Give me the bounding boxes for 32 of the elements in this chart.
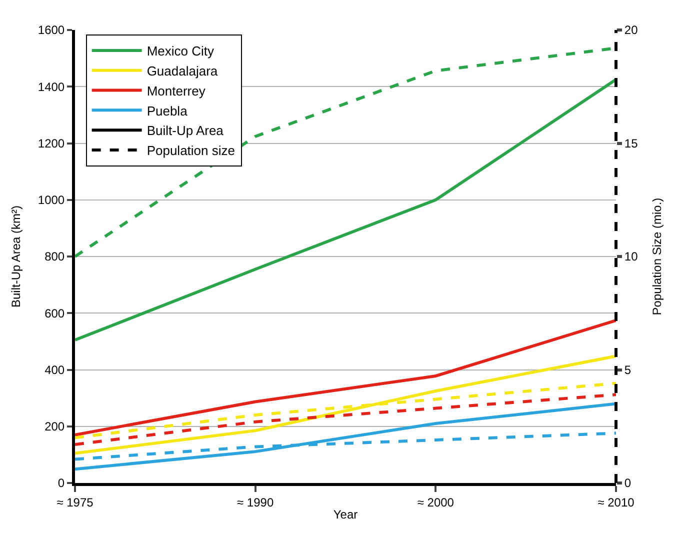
y-tick-label: 400 xyxy=(44,362,65,377)
legend-label: Built-Up Area xyxy=(146,123,224,138)
y-tick-label: 1000 xyxy=(38,193,65,208)
y-tick-label: 0 xyxy=(58,476,65,490)
legend-label: Puebla xyxy=(146,103,188,118)
legend-label: Guadalajara xyxy=(146,63,218,78)
y-tick-label: 1200 xyxy=(38,136,65,150)
x-tick-label: ≈ 1975 xyxy=(56,495,94,510)
y-axis-title: Built-Up Area (km²) xyxy=(9,205,24,308)
y2-tick-label: 20 xyxy=(624,23,638,38)
line-series xyxy=(75,393,616,446)
y-tick-label: 1600 xyxy=(38,23,65,38)
y2-tick-label: 5 xyxy=(624,362,632,377)
legend-label: Mexico City xyxy=(146,44,214,59)
line-series xyxy=(75,354,616,455)
x-tick-label: ≈ 2000 xyxy=(417,495,454,510)
y2-tick-label: 10 xyxy=(624,250,638,264)
x-tick-label: ≈ 1990 xyxy=(237,495,274,510)
line-series xyxy=(75,78,616,342)
line-series xyxy=(75,318,616,436)
y-tick-label: 200 xyxy=(44,420,65,434)
y2-tick-label: 15 xyxy=(624,136,638,150)
x-tick-label: ≈ 2010 xyxy=(598,495,635,510)
line-series xyxy=(75,402,616,471)
y-tick-label: 600 xyxy=(44,306,65,320)
x-axis-title: Year xyxy=(333,507,358,522)
y2-tick-label: 0 xyxy=(624,476,632,490)
legend-label: Monterrey xyxy=(146,83,206,98)
y2-axis-title: Population Size (mio.) xyxy=(650,198,664,316)
legend-label: Population size xyxy=(146,143,235,158)
y-tick-label: 800 xyxy=(44,250,65,264)
y-tick-label: 1400 xyxy=(38,80,65,94)
